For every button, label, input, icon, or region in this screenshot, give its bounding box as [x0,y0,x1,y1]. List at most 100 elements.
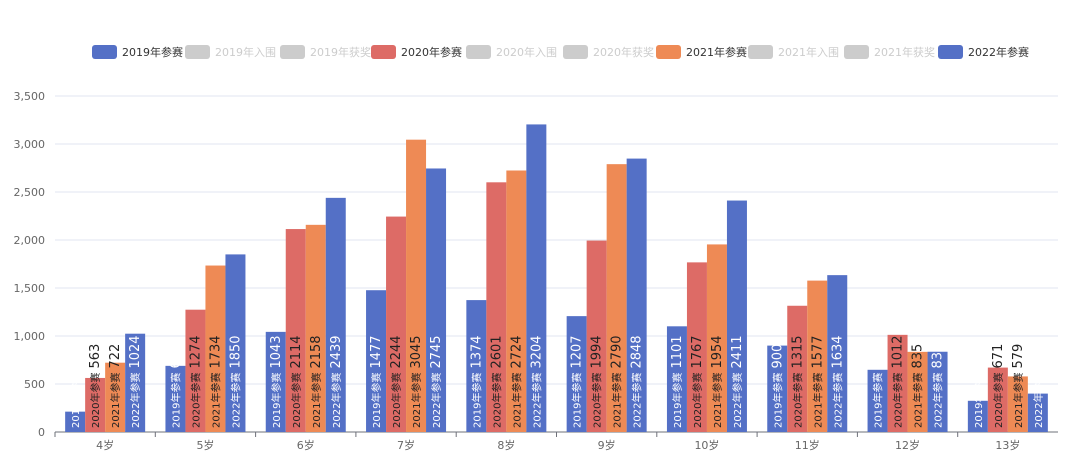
bar [887,334,908,432]
x-tick-label: 8岁 [497,438,515,452]
bar-data-label: 2022年参赛1850 [228,335,243,428]
legend-swatch [748,45,773,59]
legend-item[interactable]: 2019年参赛 [92,42,183,62]
bar-data-label: 2021年参赛2790 [610,335,625,428]
bar [1007,376,1028,432]
legend-label: 2021年获奖 [874,46,935,59]
legend-label: 2019年获奖 [310,46,371,59]
bar [967,400,988,432]
bar-data-label: 2020年参赛1994 [590,335,605,428]
legend-swatch [563,45,588,59]
bar-data-label: 2022年参赛2745 [429,335,444,428]
bar [586,240,607,432]
bar-data-label: 2020年参赛1012 [891,335,906,428]
bar-data-label: 2019年参赛325 [971,344,986,428]
y-tick-label: 0 [38,426,45,439]
legend-item[interactable]: 2021年入围 [748,42,839,62]
bar-data-label: 2020年参赛2601 [489,335,504,428]
bar [706,244,727,432]
bar-data-label: 2020年参赛1315 [790,335,805,428]
bar-data-label: 2021年参赛2724 [509,335,524,428]
bar-data-label: 2019年参赛689 [168,344,183,428]
bar [566,316,587,432]
legend-label: 2021年入围 [778,46,839,59]
bar [205,265,226,432]
legend-item[interactable]: 2019年入围 [185,42,276,62]
x-tick-label: 10岁 [694,438,719,452]
legend-item[interactable]: 2020年参赛 [371,42,462,62]
bar-data-label: 2021年参赛579 [1011,344,1026,428]
bar-data-label: 2020年参赛1767 [690,335,705,428]
y-tick-label: 3,500 [14,90,46,103]
bar-data-label: 2019年参赛1101 [670,335,685,428]
bar [987,367,1008,432]
bar [65,411,86,432]
x-tick-label: 7岁 [397,438,415,452]
legend-item[interactable]: 2019年获奖 [280,42,371,62]
bar-data-label: 2020年参赛2114 [289,335,304,428]
bar [85,377,106,432]
bar [1027,393,1048,432]
bar-data-label: 2022年参赛1024 [128,335,143,428]
bar-data-label: 2022年参赛2439 [329,335,344,428]
bar [426,168,447,433]
y-tick-label: 2,000 [14,234,46,247]
bar [366,290,387,432]
bar [105,362,126,432]
bar [867,369,888,432]
bar [526,124,547,432]
legend-item[interactable]: 2021年参赛 [656,42,747,62]
bar [606,164,627,432]
legend-item[interactable]: 2022年参赛 [938,42,1029,62]
bar-data-label: 2022年参赛400 [1031,344,1046,428]
bar [666,326,687,432]
bar-data-label: 2020年参赛2244 [389,335,404,428]
legend-swatch [938,45,963,59]
bar-data-label: 2021年参赛835 [911,344,926,428]
x-tick-label: 12岁 [895,438,920,452]
bar-data-label: 2019年参赛1207 [570,335,585,428]
y-tick-label: 1,500 [14,282,46,295]
bar [466,300,487,432]
bar [686,262,707,432]
bar-data-label: 2021年参赛1954 [710,335,725,428]
legend-label: 2020年入围 [496,46,557,59]
bar-data-label: 2022年参赛2848 [630,335,645,428]
y-tick-label: 1,000 [14,330,46,343]
bar [305,224,326,432]
bar [767,345,788,432]
bar [807,280,828,432]
legend-label: 2021年参赛 [686,46,747,59]
bar [265,331,286,432]
bar-data-label: 2021年参赛722 [108,344,123,428]
legend-item[interactable]: 2020年获奖 [563,42,654,62]
bar-data-label: 2020年参赛1274 [188,335,203,428]
bar-data-label: 2019年参赛900 [770,344,785,428]
x-tick-label: 9岁 [598,438,616,452]
bar-data-label: 2021年参赛3045 [409,335,424,428]
y-tick-label: 2,500 [14,186,46,199]
bar-data-label: 2022年参赛1634 [830,335,845,428]
legend-swatch [656,45,681,59]
legend-swatch [371,45,396,59]
legend-swatch [280,45,305,59]
x-tick-label: 4岁 [96,438,114,452]
bar-data-label: 2019年参赛212 [68,344,83,428]
legend-swatch [185,45,210,59]
legend-swatch [92,45,117,59]
bar [285,229,306,432]
bar-data-label: 2019年参赛648 [871,344,886,428]
bar-data-label: 2021年参赛2158 [309,335,324,428]
legend-swatch [466,45,491,59]
bar [927,351,948,432]
x-tick-label: 5岁 [196,438,214,452]
bar [386,216,407,432]
legend: 2019年参赛 2019年入围 2019年获奖 2020年参赛 2020年入围 2020年… [0,42,1080,62]
bar-data-label: 2022年参赛2411 [730,335,745,428]
legend-item[interactable]: 2021年获奖 [844,42,935,62]
legend-item[interactable]: 2020年入围 [466,42,557,62]
bar [125,333,146,432]
bar [787,305,808,432]
legend-label: 2020年获奖 [593,46,654,59]
